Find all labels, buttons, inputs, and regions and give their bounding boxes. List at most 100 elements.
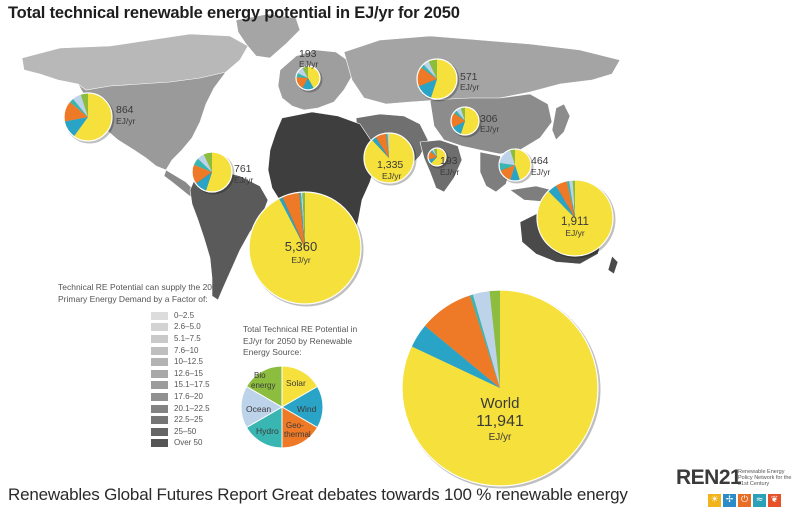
factor-legend-label: 22.5–25 [174,415,203,425]
pie-southeast-asia-slice-ocean [499,149,515,165]
pie-north-america-slice-solar [73,93,112,141]
pie-middle-east-slice-geothermal [375,133,389,158]
factor-legend-swatch [151,311,168,320]
factor-legend-item: 2.6–5.0 [151,322,238,334]
pie-fsu-slice-ocean [423,60,437,79]
factor-legend-label: 2.6–5.0 [174,322,201,332]
source-legend-slice-geothermal [281,406,319,449]
pie-north-america-outline [63,92,113,142]
pie-europe-slice-solar [308,66,320,89]
pie-north-america [63,92,115,144]
label-north-america-unit: EJ/yr [116,116,136,126]
pie-oceania-slice-bioenergy [572,180,575,218]
pie-fsu-slice-solar [430,59,458,100]
pie-world [401,289,601,489]
pie-world-slice-hydro [469,293,500,388]
factor-legend-swatch [151,369,168,378]
source-label-geothermal-2: thermal [284,430,311,439]
pie-world-slice-solar [401,290,598,486]
pie-north-america-slice-ocean [72,94,88,117]
label-latin-america-value: 761 [234,163,252,175]
pie-east-asia-slice-bioenergy [460,107,465,121]
factor-legend-item: 5.1–7.5 [151,333,238,345]
pie-east-asia-slice-solar [460,107,480,136]
pie-east-asia [450,106,482,138]
pie-east-asia-slice-geothermal [451,112,465,128]
pie-latin-america-slice-solar [205,152,232,192]
factor-legend-swatch [151,416,168,425]
ren21-wordmark: REN21 [676,466,742,489]
pie-europe-slice-hydro [296,72,308,78]
label-north-america-value: 864 [116,104,134,116]
pie-latin-america-slice-hydro [193,158,212,172]
pie-middle-east-slice-solar [364,133,415,183]
pie-middle-east-slice-wind [371,136,389,158]
label-oceania-value: 1,911 [561,216,589,228]
region-labels: 864 EJ/yr 193 EJ/yr 571 EJ/yr 306 EJ/yr … [116,48,589,443]
factor-legend-item: Over 50 [151,438,238,450]
pie-fsu-slice-hydro [420,64,437,79]
pie-world-slice-geothermal [424,294,500,388]
label-southeast-asia-unit: EJ/yr [531,167,551,177]
pie-south-asia-slice-geothermal [428,151,437,160]
pie-africa-outline [248,191,362,305]
factor-legend-item: 7.6–10 [151,345,238,357]
pie-world-slice-wind [411,325,500,388]
pie-middle-east-slice-hydro [385,133,389,158]
ren21-icon-row: ☀ ✢ ⏻ ≈ ❦ [708,494,783,507]
factor-legend-label: 12.6–15 [174,368,203,378]
factor-legend-swatch [151,381,168,390]
factor-legend-swatch [151,358,168,367]
pie-oceania-slice-hydro [566,180,575,218]
label-south-asia-unit: EJ/yr [440,167,460,177]
pie-fsu-slice-bioenergy [428,59,437,79]
factor-legend-item: 10–12.5 [151,356,238,368]
ren21-logo: REN21 Renewable Energy Policy Network fo… [676,466,796,512]
pie-africa-slice-bioenergy [302,192,305,248]
label-world-unit: EJ/yr [489,432,512,443]
source-label-wind: Wind [297,404,317,414]
pie-south-asia-slice-wind [428,157,437,164]
pie-south-asia-slice-hydro [430,149,437,157]
factor-legend-label: Over 50 [174,438,203,448]
label-middle-east-unit: EJ/yr [382,171,402,181]
wave-icon: ≈ [753,494,766,507]
pie-fsu [416,58,460,102]
factor-legend-label: 7.6–10 [174,345,199,355]
pie-north-america-slice-bioenergy [80,93,88,117]
label-africa-value: 5,360 [285,239,318,254]
pie-world-slice-bioenergy [489,290,500,388]
factor-legend-label: 20.1–22.5 [174,403,210,413]
source-label-bioenergy-1: Bio [254,371,266,380]
pie-southeast-asia-slice-bioenergy [510,149,515,165]
pie-south-asia-slice-ocean [431,148,437,157]
pie-south-asia-slice-bioenergy [433,148,437,157]
factor-legend-swatch [151,392,168,401]
factor-legend-item: 22.5–25 [151,414,238,426]
factor-legend-item: 25–50 [151,426,238,438]
factor-legend-swatch [151,346,168,355]
source-legend-slice-wind [281,385,324,429]
sun-icon: ☀ [708,494,721,507]
pie-europe-outline [295,65,321,91]
label-oceania-unit: EJ/yr [565,228,585,238]
pie-southeast-asia-slice-hydro [499,162,515,171]
wind-turbine-icon: ✢ [723,494,736,507]
pie-fsu-outline [416,58,458,100]
factor-legend-item: 0–2.5 [151,310,238,322]
pie-southeast-asia-slice-solar [515,149,531,181]
pie-africa-slice-wind [279,196,305,248]
power-icon: ⏻ [738,494,751,507]
pie-europe-slice-bioenergy [302,66,308,78]
leaf-icon: ❦ [768,494,781,507]
factor-legend: Technical RE Potential can supply the 20… [58,281,238,449]
region-pies [63,58,616,489]
source-legend-slice-solar [281,365,319,408]
pie-north-america-slice-geothermal [64,101,88,122]
pie-europe-slice-ocean [297,67,308,78]
factor-legend-title: Technical RE Potential can supply the 20… [58,282,222,304]
pie-oceania [536,179,616,259]
factor-legend-items: 0–2.5 2.6–5.0 5.1–7.5 7.6–10 10–12.5 12.6–15 1… [58,310,238,449]
pie-south-asia [427,147,449,169]
label-latin-america-unit: EJ/yr [234,175,254,185]
